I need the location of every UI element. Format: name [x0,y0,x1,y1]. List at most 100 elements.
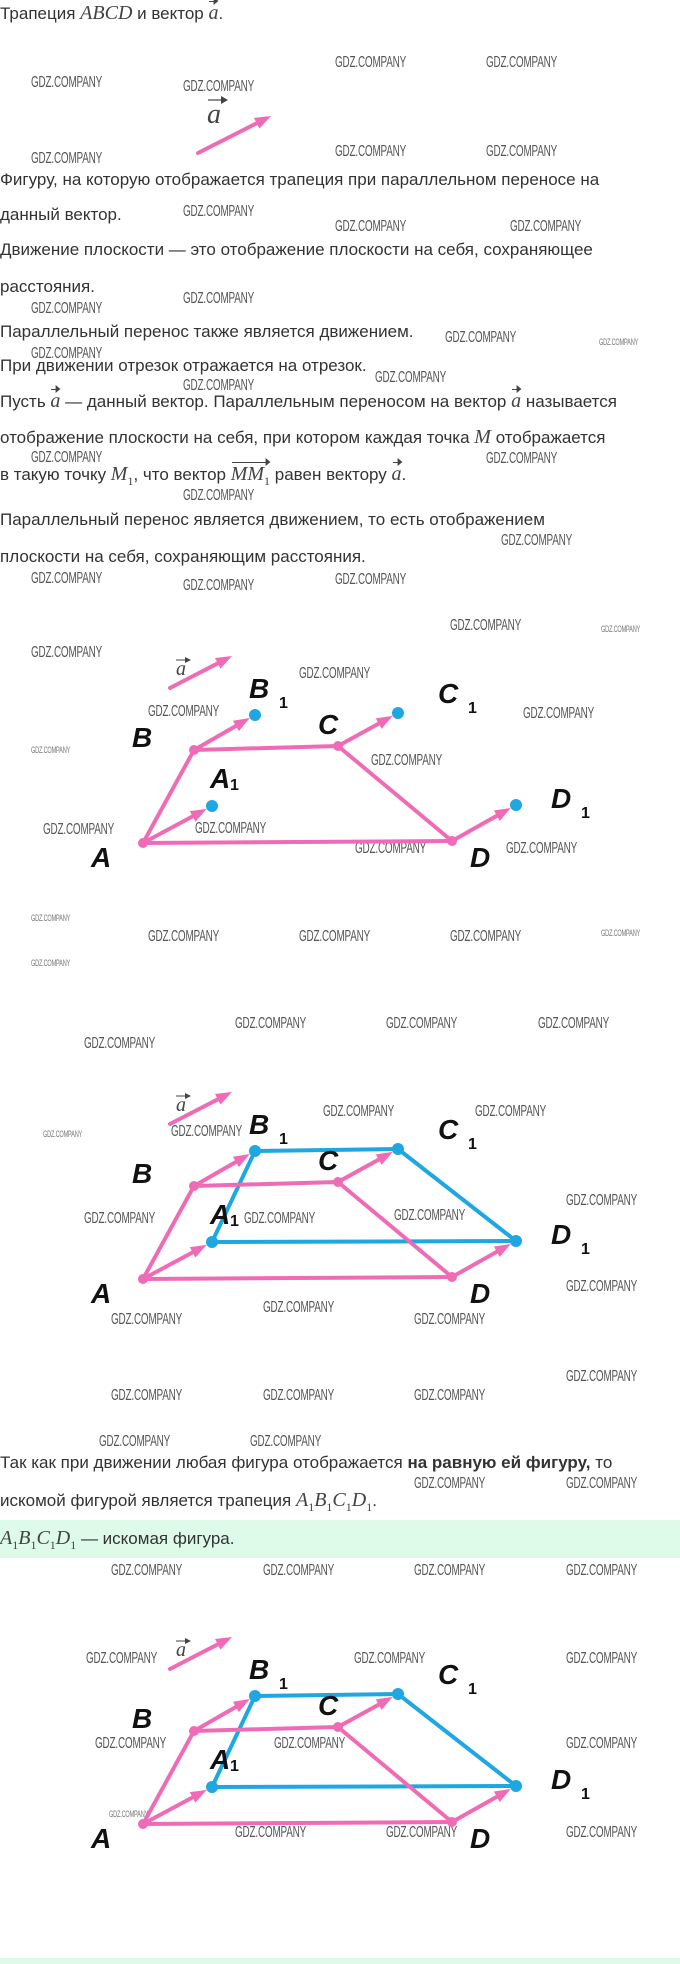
watermark: GDZ.COMPANY [31,958,71,968]
math-expression: M [474,426,491,448]
figure-result-trapezoid-edge-AB [141,1184,196,1281]
watermark: GDZ.COMPANY [335,218,407,235]
figure-result-vector-label-text: a [176,1094,186,1116]
figure-translation-translation-arrow-C [336,717,388,748]
math-subscript: 1 [70,1538,77,1552]
figure-translation-label-D1-subscript: 1 [581,805,590,822]
watermark: GDZ.COMPANY [299,928,371,945]
figure-answer-label-C1: C [438,1659,459,1690]
figure-answer-label-D1: D [551,1764,571,1795]
theory-line: отображение плоскости на себя, при котор… [0,426,606,449]
figure-result-translation-arrow-D-head [493,1243,511,1258]
figure-result-translation-arrow-A-head [189,1244,207,1258]
watermark: GDZ.COMPANY [601,928,641,938]
watermark: GDZ.COMPANY [111,1562,183,1579]
watermark: GDZ.COMPANY [506,840,578,857]
figure-result-label-D1-subscript: 1 [581,1241,590,1258]
figure-answer-point-C1 [392,1688,404,1700]
figure-answer-translation-arrow-B-head [232,1698,250,1713]
watermark: GDZ.COMPANY [31,449,103,466]
figure-result-trapezoid-edge-DA [141,1275,454,1281]
figure-translation-vector-label-text: a [176,658,186,680]
watermark: GDZ.COMPANY [31,913,71,923]
watermark: GDZ.COMPANY [501,532,573,549]
watermark: GDZ.COMPANY [99,1433,171,1450]
figure-result-translation-arrow-B [192,1155,245,1188]
watermark: GDZ.COMPANY [31,745,71,755]
watermark: GDZ.COMPANY [486,450,558,467]
text-segment: Фигуру, на которую отображается трапеция… [0,170,600,189]
text-segment: Параллельный перенос также является движ… [0,322,414,341]
figure-answer-label-C1-subscript: 1 [468,1681,477,1698]
watermark: GDZ.COMPANY [244,1210,316,1227]
figure-result-image-edge-B1C1 [253,1147,400,1153]
figure-translation-label-D1: D [551,783,571,814]
figure-answer-label-A1: A [209,1744,230,1775]
math-subscript: 1 [366,1500,373,1514]
figure-result-trapezoid-edge-CD [336,1180,454,1279]
text-segment: — искомая фигура. [76,1529,235,1548]
watermark: GDZ.COMPANY [148,703,220,720]
text-segment: называется [521,392,617,411]
watermark: GDZ.COMPANY [601,624,641,634]
next-answer-highlight [0,1958,680,1964]
math-expression: D1 [56,1527,77,1552]
watermark: GDZ.COMPANY [299,665,371,682]
figure-answer-vector-label-tip [185,1638,191,1644]
figure-answer-translation-arrow-B [192,1700,245,1733]
watermark: GDZ.COMPANY [31,300,103,317]
figure-translation-point-D [447,836,457,846]
watermark: GDZ.COMPANY [566,1824,638,1841]
theory-line: Параллельный перенос также является движ… [0,321,414,343]
text-segment: . [218,4,224,23]
math-expression: D1 [352,1489,373,1514]
figure-translation-label-B: B [132,722,152,753]
figure-translation-vector-a [168,657,227,690]
figure-translation-label-A1-subscript: 1 [230,777,239,794]
theory-line: Параллельный перенос является движением,… [0,509,545,531]
watermark: GDZ.COMPANY [475,1103,547,1120]
math-subscript: 1 [308,1500,315,1514]
figure-result-vector-label-tip [185,1093,191,1099]
watermark: GDZ.COMPANY [183,203,255,220]
math-expression: ABCD [80,2,132,24]
figure-result-point-A [138,1274,148,1284]
watermark: GDZ.COMPANY [414,1387,486,1404]
math-symbol: B [314,1489,327,1511]
watermark: GDZ.COMPANY [599,337,639,347]
figure-result-point-D [447,1272,457,1282]
figure-result-label-B: B [132,1158,152,1189]
figure-answer-translation-arrow-C-head [375,1696,393,1710]
theory-line: расстояния. [0,276,95,298]
figure-answer-image-edge-C1D1 [396,1692,518,1788]
vector-notation: a [511,389,521,412]
figure-answer-vector-a [168,1638,227,1671]
watermark: GDZ.COMPANY [263,1562,335,1579]
text-segment: расстояния. [0,277,95,296]
math-symbol: C [36,1527,50,1549]
watermark: GDZ.COMPANY [450,617,522,634]
watermark: GDZ.COMPANY [335,54,407,71]
watermark: GDZ.COMPANY [371,752,443,769]
vector-notation: MM1 [231,462,270,492]
figure-result-label-C1: C [438,1114,459,1145]
math-expression: C1 [332,1489,351,1514]
watermark: GDZ.COMPANY [84,1035,156,1052]
theory-line: плоскости на себя, сохраняющим расстояни… [0,546,366,568]
watermark: GDZ.COMPANY [566,1278,638,1295]
watermark: GDZ.COMPANY [355,840,427,857]
math-symbol: M [474,426,491,448]
watermark: GDZ.COMPANY [250,1433,322,1450]
math-symbol: ABCD [80,2,133,24]
figure-result-point-D1 [510,1235,522,1247]
figure-answer-trapezoid-edge-CD [336,1725,454,1824]
figure-result-translation-arrow-D [450,1245,506,1279]
conclusion-line: Так как при движении любая фигура отобра… [0,1452,612,1474]
intro-line: Трапеция ABCD и вектор a. [0,1,224,25]
watermark: GDZ.COMPANY [183,290,255,307]
figure-answer-label-D1-subscript: 1 [581,1786,590,1803]
watermark: GDZ.COMPANY [414,1475,486,1492]
watermark: GDZ.COMPANY [445,329,517,346]
math-subscript: 1 [127,474,134,488]
watermark: GDZ.COMPANY [375,369,447,386]
